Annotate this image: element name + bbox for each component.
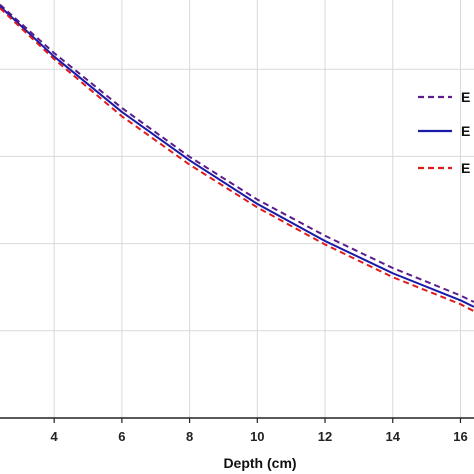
x-tick-label-0: 4 [51, 429, 59, 444]
x-tick-label-3: 10 [250, 429, 264, 444]
series-line-1 [0, 5, 474, 308]
x-tick-label-6: 16 [453, 429, 467, 444]
legend-label-1: E [461, 123, 470, 139]
grid-lines [0, 0, 474, 418]
series-lines [0, 3, 474, 313]
x-axis-label: Depth (cm) [223, 455, 296, 471]
x-tick-label-2: 8 [186, 429, 193, 444]
legend: E E E [418, 89, 470, 176]
series-line-0 [0, 3, 474, 303]
x-tick-label-1: 6 [118, 429, 125, 444]
x-tick-label-5: 14 [386, 429, 401, 444]
x-tick-label-4: 12 [318, 429, 332, 444]
x-ticks: 4 6 8 10 12 14 16 [51, 418, 468, 444]
legend-label-0: E [461, 89, 470, 105]
legend-label-2: E [461, 160, 470, 176]
series-line-2 [0, 7, 474, 313]
